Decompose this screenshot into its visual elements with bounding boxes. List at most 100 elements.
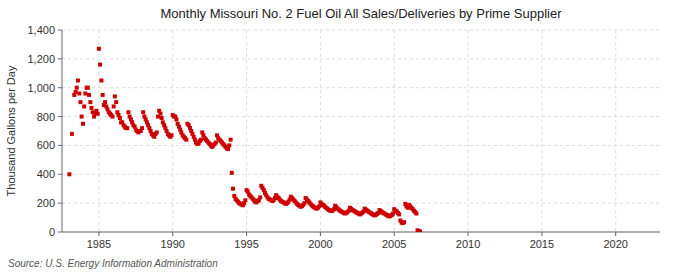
x-grid-line <box>468 30 469 232</box>
data-point <box>158 112 162 116</box>
data-point <box>113 94 117 98</box>
y-tick-label: 0 <box>49 226 55 238</box>
y-tick-label: 1,400 <box>27 24 55 36</box>
source-note: Source: U.S. Energy Information Administ… <box>8 258 218 269</box>
data-point <box>88 100 92 104</box>
data-point <box>81 122 85 126</box>
y-grid-line <box>62 203 660 204</box>
x-grid-line <box>98 30 99 232</box>
x-tick-label: 1985 <box>87 238 111 250</box>
x-grid-line <box>615 30 616 232</box>
data-point <box>96 112 100 116</box>
x-tick <box>246 232 247 236</box>
y-tick-label: 800 <box>37 111 55 123</box>
data-point <box>170 133 174 137</box>
y-grid-line <box>62 232 660 233</box>
x-grid-line <box>541 30 542 232</box>
data-point <box>110 115 114 119</box>
x-tick-label: 2015 <box>530 238 554 250</box>
chart-svg: 0 200 400 600 800 1,000 1,200 1,400 1985 1990 1995… <box>0 0 675 275</box>
y-tick <box>58 145 62 146</box>
y-grid-line <box>62 87 660 88</box>
data-point <box>82 104 86 108</box>
y-grid-line <box>62 58 660 59</box>
data-point <box>226 147 230 151</box>
y-grid-line <box>62 30 660 31</box>
data-point <box>184 138 188 142</box>
y-tick <box>58 232 62 233</box>
data-point <box>87 93 91 97</box>
data-point <box>80 115 84 119</box>
y-tick-label: 600 <box>37 139 55 151</box>
data-point <box>397 212 401 216</box>
data-point <box>126 110 130 114</box>
y-tick-label: 1,200 <box>27 53 55 65</box>
data-point <box>199 138 203 142</box>
data-point <box>86 86 90 90</box>
data-point <box>418 230 422 232</box>
data-point <box>229 138 233 142</box>
data-point <box>302 201 306 205</box>
data-point <box>103 100 107 104</box>
data-point <box>118 116 122 120</box>
x-tick-label: 2000 <box>308 238 332 250</box>
data-point <box>174 117 178 121</box>
data-point <box>77 91 81 95</box>
data-point <box>160 116 164 120</box>
x-tick <box>615 232 616 236</box>
y-tick-label: 400 <box>37 168 55 180</box>
data-point <box>99 79 103 83</box>
data-point <box>74 90 78 94</box>
y-tick <box>58 116 62 117</box>
data-point <box>414 212 418 216</box>
y-grid-line <box>62 116 660 117</box>
x-tick <box>394 232 395 236</box>
data-point <box>214 141 218 145</box>
points <box>67 47 422 232</box>
y-axis-label: Thousand Gallons per Day <box>5 65 17 196</box>
data-point <box>90 106 94 110</box>
y-axis-line <box>62 30 63 232</box>
x-grid-line <box>394 30 395 232</box>
data-point <box>258 195 262 199</box>
data-point <box>231 187 235 191</box>
x-tick <box>98 232 99 236</box>
x-tick-label: 2005 <box>382 238 406 250</box>
data-point <box>75 86 79 90</box>
data-point <box>141 110 145 114</box>
x-tick-label: 1995 <box>234 238 258 250</box>
data-point <box>97 47 101 51</box>
data-point <box>101 93 105 97</box>
data-point <box>155 130 159 134</box>
data-point <box>112 104 116 108</box>
data-point <box>230 171 234 175</box>
data-point <box>98 63 102 67</box>
chart-container: 0 200 400 600 800 1,000 1,200 1,400 1985 1990 1995… <box>0 0 675 275</box>
chart-title: Monthly Missouri No. 2 Fuel Oil All Sale… <box>161 6 563 21</box>
y-tick <box>58 30 62 31</box>
x-tick-label: 2010 <box>456 238 480 250</box>
data-point <box>70 132 74 136</box>
x-grid-line <box>172 30 173 232</box>
data-point <box>227 143 231 147</box>
x-tick-label: 1990 <box>160 238 184 250</box>
data-point <box>78 100 82 104</box>
x-tick-label: 2020 <box>603 238 627 250</box>
data-point <box>76 79 80 83</box>
x-tick <box>541 232 542 236</box>
y-tick-label: 1,000 <box>27 82 55 94</box>
x-tick <box>468 232 469 236</box>
data-point <box>402 220 406 224</box>
y-tick <box>58 58 62 59</box>
data-point <box>243 198 247 202</box>
y-tick <box>58 174 62 175</box>
x-axis-line <box>62 232 660 233</box>
y-grid-line <box>62 174 660 175</box>
data-point <box>114 100 118 104</box>
x-tick <box>320 232 321 236</box>
y-tick <box>58 203 62 204</box>
data-point <box>140 126 144 130</box>
y-tick-label: 200 <box>37 197 55 209</box>
y-tick <box>58 87 62 88</box>
data-point <box>83 91 87 95</box>
